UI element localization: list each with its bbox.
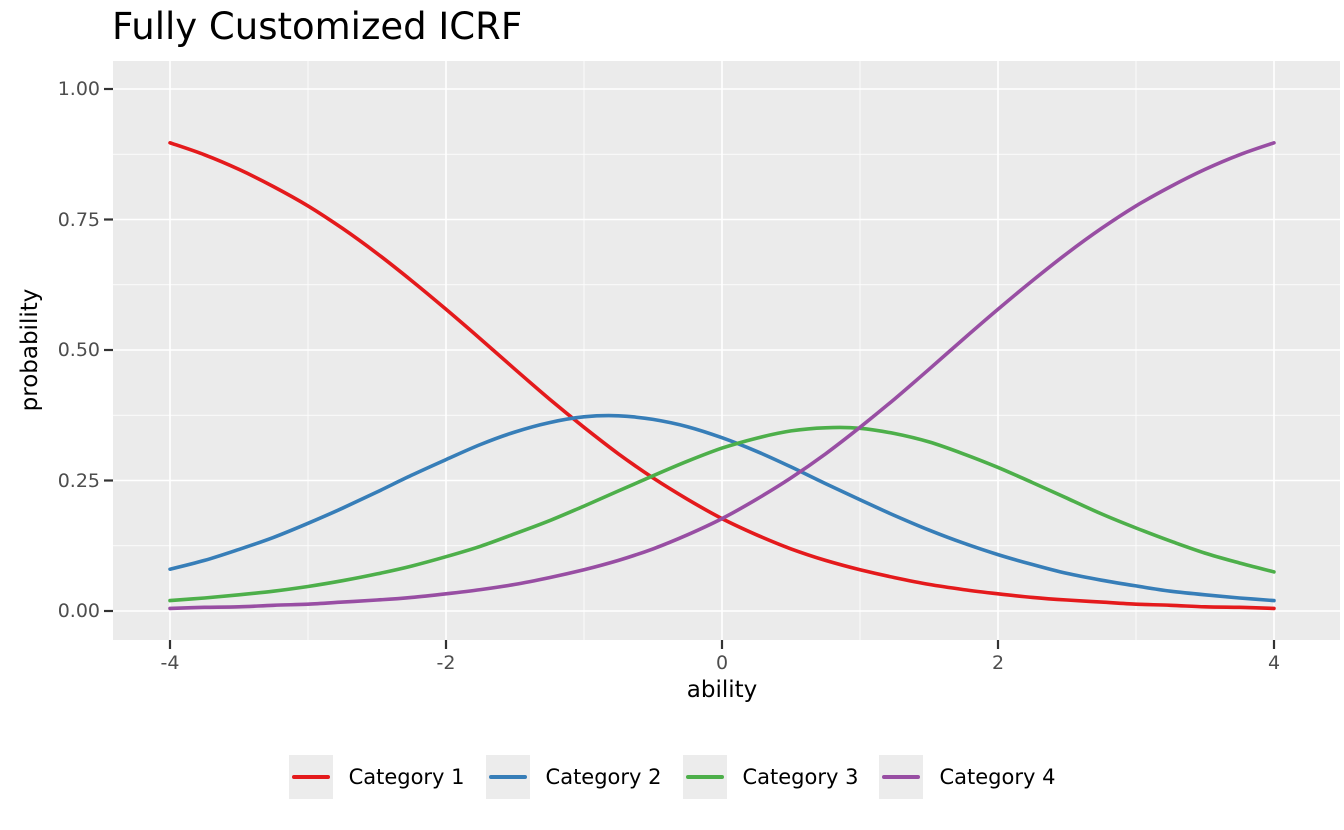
series-line-category-2 bbox=[168, 413, 1276, 603]
y-tick-label: 0.50 bbox=[57, 339, 100, 361]
legend-key bbox=[682, 755, 727, 799]
legend-label: Category 3 bbox=[742, 765, 859, 789]
y-axis-title: probability bbox=[17, 288, 43, 412]
series-line-category-4 bbox=[168, 141, 1276, 611]
legend-item-category-2: Category 2 bbox=[485, 755, 662, 799]
x-tick-label: 0 bbox=[715, 652, 729, 674]
x-tick-label: -4 bbox=[160, 652, 180, 674]
legend-key-line-icon bbox=[488, 775, 527, 779]
legend-label: Category 2 bbox=[545, 765, 662, 789]
x-tick-label: -2 bbox=[436, 652, 456, 674]
legend-item-category-1: Category 1 bbox=[288, 755, 465, 799]
legend-item-category-3: Category 3 bbox=[682, 755, 859, 799]
legend: Category 1 Category 2 Category 3 Category 4 bbox=[0, 755, 1344, 799]
legend-key-line-icon bbox=[685, 775, 724, 779]
y-tick-label: 0.75 bbox=[57, 208, 100, 231]
y-tick-label: 0.00 bbox=[57, 600, 100, 622]
legend-key bbox=[288, 755, 333, 799]
legend-key-line-icon bbox=[291, 775, 330, 779]
series-line-category-3 bbox=[168, 425, 1276, 603]
plot-title: Fully Customized ICRF bbox=[112, 5, 523, 48]
y-tick-label: 1.00 bbox=[57, 78, 100, 100]
legend-key bbox=[485, 755, 530, 799]
legend-key-line-icon bbox=[882, 775, 921, 779]
legend-key bbox=[879, 755, 924, 799]
legend-item-category-4: Category 4 bbox=[879, 755, 1055, 799]
legend-label: Category 1 bbox=[348, 765, 465, 789]
x-axis-title: ability bbox=[686, 677, 758, 703]
x-tick-label: 4 bbox=[1267, 652, 1281, 674]
y-tick-label: 0.25 bbox=[57, 469, 100, 492]
legend-label: Category 4 bbox=[939, 765, 1056, 789]
x-tick-label: 2 bbox=[991, 652, 1005, 674]
